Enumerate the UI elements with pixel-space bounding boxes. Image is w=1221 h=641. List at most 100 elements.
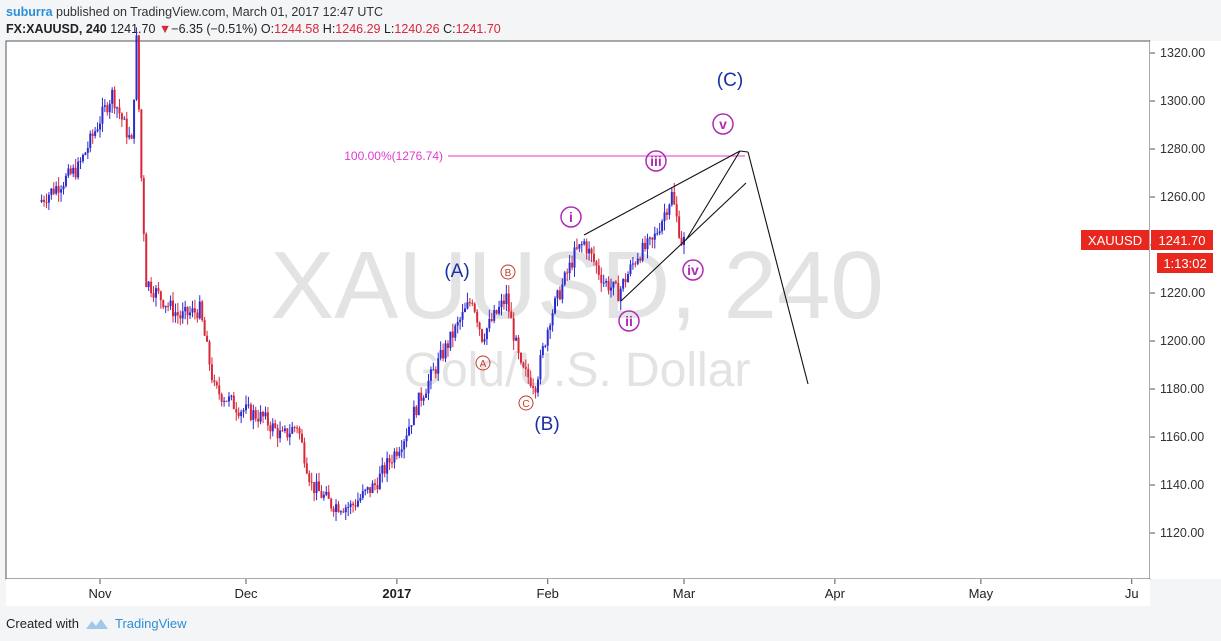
time-axis[interactable] [6, 579, 1150, 606]
candle-body [678, 216, 681, 238]
y-tick-label: 1300.00 [1160, 94, 1205, 108]
symbol-label[interactable]: FX:XAUUSD, 240 [6, 22, 107, 36]
candle-body [322, 494, 325, 498]
wave-top-connector [739, 150, 749, 153]
high-value: 1246.29 [335, 22, 381, 36]
candle-body [191, 308, 194, 313]
candle-body [549, 325, 552, 330]
candle-body [512, 318, 515, 341]
candle-body [500, 300, 503, 308]
candle-body [184, 306, 187, 312]
wedge-upper-line [583, 150, 741, 236]
candle-body [495, 310, 498, 314]
symbol-tag-bg [1081, 230, 1149, 250]
candle-body [476, 311, 479, 323]
candle-body [573, 247, 576, 268]
candle-body [254, 410, 257, 419]
candle-body [449, 331, 452, 349]
candle-body [371, 483, 374, 493]
candle-body [556, 290, 559, 299]
candle-body [77, 161, 80, 178]
candle-body [527, 368, 530, 378]
candle-body [186, 306, 189, 316]
candle-body [237, 412, 240, 417]
candle-body [537, 379, 539, 393]
x-tick-label: 2017 [382, 586, 411, 601]
candle-body [325, 491, 328, 495]
candle-body [50, 188, 53, 195]
candle-body [274, 423, 277, 428]
price-axis[interactable] [1150, 41, 1221, 579]
candle-body [135, 35, 138, 100]
candle-body [544, 345, 547, 347]
candle-body [145, 233, 148, 288]
candle-body [43, 199, 46, 202]
candle-body [366, 487, 369, 490]
candle-body [600, 274, 603, 283]
candle-body [583, 241, 586, 245]
candle-body [147, 281, 150, 288]
symbol-tag: XAUUSD [1088, 233, 1142, 248]
candle-body [359, 498, 362, 501]
candle-body [89, 133, 92, 149]
candle-body [529, 377, 532, 387]
wedge-lower-line [620, 182, 747, 302]
candle-body [361, 491, 364, 499]
wave-trendlines[interactable] [583, 150, 809, 385]
wave-ii-label: ii [625, 313, 633, 329]
candle-body [412, 406, 415, 426]
price-tag-bg [1151, 230, 1213, 250]
candle-body [444, 343, 447, 359]
candle-body [116, 107, 119, 109]
x-tick-label: Feb [537, 586, 559, 601]
candle-body [619, 288, 622, 302]
candle-body [631, 263, 634, 265]
candle-body [174, 312, 177, 317]
candle-body [522, 362, 525, 368]
candle-body [466, 302, 469, 309]
candle-body [675, 204, 678, 217]
candle-body [551, 313, 554, 326]
wave-c-label: C [522, 399, 529, 410]
candle-body [242, 410, 245, 412]
candle-body [580, 244, 583, 246]
candle-body [524, 367, 527, 369]
candle-body [541, 346, 544, 356]
candle-body [300, 433, 303, 443]
candle-body [364, 489, 367, 492]
y-tick-label: 1320.00 [1160, 46, 1205, 60]
candle-body [193, 308, 196, 313]
candle-body [142, 177, 145, 234]
candle-body [498, 307, 501, 314]
candle-body [670, 191, 673, 205]
candle-body [622, 279, 625, 289]
candle-body [403, 441, 406, 450]
candle-body [154, 288, 157, 298]
candle-body [648, 237, 651, 239]
wave-b-circle [500, 264, 516, 280]
candle-body [327, 491, 330, 499]
candle-body [101, 106, 104, 124]
candle-body [434, 369, 437, 374]
candle-body [563, 272, 566, 285]
candle-body [269, 425, 272, 432]
candle-body [369, 487, 372, 493]
candle-body [118, 107, 121, 114]
tradingview-link[interactable]: TradingView [114, 616, 187, 631]
candle-body [125, 118, 128, 138]
candle-body [532, 386, 535, 388]
plot-area[interactable] [5, 40, 1151, 580]
candle-body [57, 186, 60, 193]
candle-body [86, 148, 89, 153]
candle-body [405, 435, 408, 442]
candle-body [128, 135, 131, 138]
candle-body [215, 382, 218, 386]
candle-body [388, 458, 391, 463]
author-link[interactable]: suburra [6, 5, 53, 19]
candle-body [656, 233, 659, 235]
candle-body [627, 274, 630, 283]
candle-body [120, 113, 123, 120]
candle-body [624, 279, 627, 283]
candle-body [605, 280, 608, 283]
